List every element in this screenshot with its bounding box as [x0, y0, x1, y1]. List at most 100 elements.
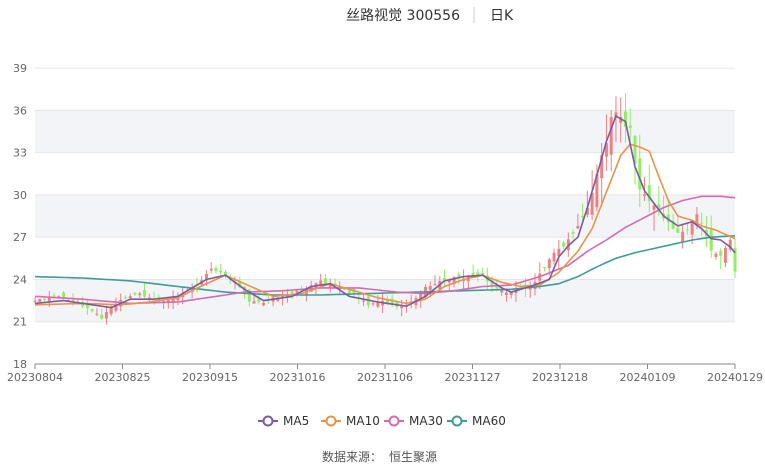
candle-body: [581, 216, 585, 218]
candle-body: [376, 302, 380, 307]
candle-body: [495, 287, 499, 289]
candle-body: [57, 295, 61, 297]
candle-body: [481, 272, 485, 275]
legend-swatch-marker: [262, 415, 274, 427]
candle-body: [133, 292, 137, 295]
candle-body: [709, 229, 713, 251]
candle-body: [281, 294, 285, 299]
candle-body: [652, 205, 656, 210]
legend-swatch-marker: [388, 415, 400, 427]
y-tick-label: 24: [13, 273, 27, 286]
x-tick-label: 20231106: [357, 371, 413, 384]
candle-body: [614, 112, 618, 118]
grid: [35, 67, 735, 365]
x-tick-label: 20230804: [7, 371, 63, 384]
candle-body: [733, 248, 737, 272]
candle-body: [290, 291, 294, 294]
candle-body: [595, 173, 599, 208]
candle-body: [252, 301, 256, 304]
candle-body: [419, 293, 423, 300]
candle-body: [47, 297, 51, 303]
y-tick-label: 39: [13, 62, 27, 75]
candle-body: [719, 250, 723, 256]
candle-body: [347, 290, 351, 293]
candle-body: [390, 298, 394, 305]
candle-body: [571, 232, 575, 234]
candle-body: [214, 267, 218, 272]
candle-body: [171, 296, 175, 303]
x-tick-label: 20231127: [445, 371, 501, 384]
candle-body: [90, 309, 94, 312]
candle-body: [657, 204, 661, 211]
candle-body: [676, 227, 680, 233]
candle-body: [724, 247, 727, 263]
legend-swatch-marker: [325, 415, 337, 427]
legend-label-ma5: MA5: [283, 414, 309, 428]
y-tick-label: 27: [13, 231, 27, 244]
x-tick-label: 20230915: [182, 371, 238, 384]
candle-body: [371, 303, 375, 305]
candle-body: [143, 290, 146, 297]
candle-body: [643, 194, 646, 196]
ma30-line: [34, 195, 736, 305]
y-tick-label: 33: [13, 147, 27, 160]
candle-body: [457, 274, 461, 277]
candle-body: [447, 279, 451, 283]
candle-body: [552, 252, 556, 262]
candle-body: [343, 288, 346, 290]
x-tick-label: 20231016: [270, 371, 326, 384]
candle-body: [600, 155, 604, 179]
candle-body: [671, 220, 675, 229]
candle-body: [104, 312, 108, 319]
grid-band: [35, 279, 735, 322]
candle-body: [728, 239, 732, 250]
candle-body: [238, 282, 242, 288]
candle-body: [62, 292, 66, 299]
candle-body: [490, 280, 494, 287]
source-label: 数据来源：: [322, 449, 382, 464]
candle-body: [338, 288, 342, 290]
candle-body: [157, 297, 161, 302]
candle-body: [604, 143, 608, 157]
candle-body: [147, 297, 151, 299]
candle-body: [714, 253, 718, 257]
candle-body: [257, 298, 261, 302]
candle-body: [590, 192, 594, 215]
candle-body: [690, 221, 694, 235]
candle-body: [700, 222, 704, 224]
candle-body: [362, 300, 366, 302]
candle-body: [576, 226, 580, 229]
candle-body: [547, 259, 551, 269]
candle-body: [319, 280, 323, 286]
candle-body: [38, 298, 42, 302]
candle-body: [543, 267, 546, 269]
candle-body: [176, 297, 180, 301]
candle-body: [585, 207, 589, 215]
candle-body: [681, 231, 685, 242]
candle-body: [428, 286, 432, 290]
legend: MA5 MA10 MA30 MA60: [258, 414, 506, 428]
y-tick-label: 30: [13, 189, 27, 202]
candle-body: [504, 292, 508, 296]
ma10-line: [34, 143, 736, 306]
y-tick-label: 36: [13, 104, 27, 117]
source-value: 恒生聚源: [389, 450, 437, 464]
candle-body: [43, 298, 46, 300]
x-tick-label: 20240129: [707, 371, 763, 384]
candle-body: [695, 214, 699, 226]
candle-body: [114, 304, 118, 311]
moving-averages: [34, 115, 736, 309]
grid-band: [35, 194, 735, 238]
candle-body: [328, 283, 332, 288]
candle-body: [109, 307, 113, 315]
candle-body: [685, 229, 689, 231]
candle-body: [471, 272, 475, 276]
candle-body: [443, 277, 446, 281]
candle-body: [300, 289, 304, 291]
candle-body: [433, 284, 437, 286]
candle-body: [638, 158, 642, 190]
y-tick-label: 18: [13, 358, 27, 371]
candle-body: [609, 117, 613, 155]
